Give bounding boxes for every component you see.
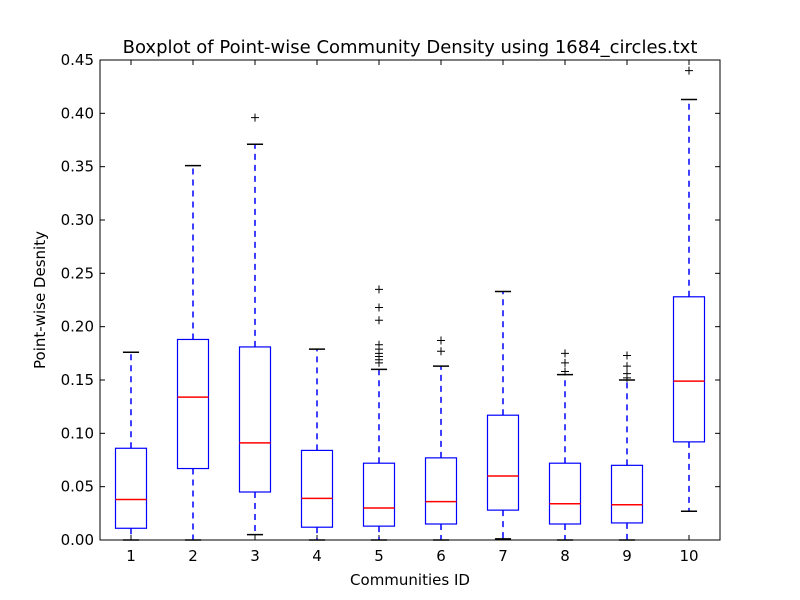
outlier-marker xyxy=(561,367,569,376)
x-tick-label: 5 xyxy=(374,547,384,565)
y-tick-label: 0.05 xyxy=(61,478,94,496)
box-iqr xyxy=(548,462,582,525)
y-tick-label: 0.25 xyxy=(61,264,94,282)
x-tick-label: 2 xyxy=(188,547,198,565)
outlier-marker xyxy=(623,369,631,378)
outlier-marker xyxy=(561,349,569,358)
x-tick-label: 6 xyxy=(436,547,446,565)
outlier-marker xyxy=(437,336,445,345)
outlier-marker xyxy=(375,303,383,312)
x-tick-label: 3 xyxy=(250,547,260,565)
y-axis-label: Point-wise Desnity xyxy=(31,231,49,369)
box-iqr xyxy=(610,464,644,524)
y-tick-label: 0.30 xyxy=(61,211,94,229)
box-iqr xyxy=(486,414,520,511)
x-tick-label: 7 xyxy=(498,547,508,565)
outlier-marker xyxy=(623,351,631,360)
box-iqr xyxy=(424,457,458,525)
outlier-marker xyxy=(437,347,445,356)
plot-area: 0.00 0.05 0.10 0.15 0.20 0.25 0.30 0.35 0.40 0.45… xyxy=(61,51,720,565)
x-tick-label: 1 xyxy=(126,547,136,565)
box-iqr xyxy=(300,449,334,528)
x-axis-label: Communities ID xyxy=(350,571,470,589)
outlier-marker xyxy=(375,285,383,294)
x-tick-label: 10 xyxy=(679,547,698,565)
box-iqr xyxy=(114,447,148,529)
y-tick-label: 0.40 xyxy=(61,104,94,122)
outlier-marker xyxy=(251,113,259,122)
y-tick-label: 0.20 xyxy=(61,318,94,336)
outlier-marker xyxy=(685,66,693,75)
box-iqr xyxy=(176,338,210,470)
box-iqr xyxy=(672,296,706,443)
outlier-marker xyxy=(623,362,631,371)
y-tick-label: 0.35 xyxy=(61,158,94,176)
y-tick-label: 0.45 xyxy=(61,51,94,69)
y-tick-label: 0.10 xyxy=(61,424,94,442)
outlier-marker xyxy=(375,316,383,325)
y-tick-label: 0.00 xyxy=(61,531,94,549)
box-iqr xyxy=(238,346,272,493)
y-tick-label: 0.15 xyxy=(61,371,94,389)
x-tick-label: 4 xyxy=(312,547,322,565)
box-iqr xyxy=(362,462,396,527)
outlier-marker xyxy=(375,340,383,349)
chart-title: Boxplot of Point-wise Community Density … xyxy=(123,37,698,58)
x-tick-label: 9 xyxy=(622,547,632,565)
plot-frame xyxy=(99,59,721,541)
outlier-marker xyxy=(561,358,569,367)
x-tick-label: 8 xyxy=(560,547,570,565)
